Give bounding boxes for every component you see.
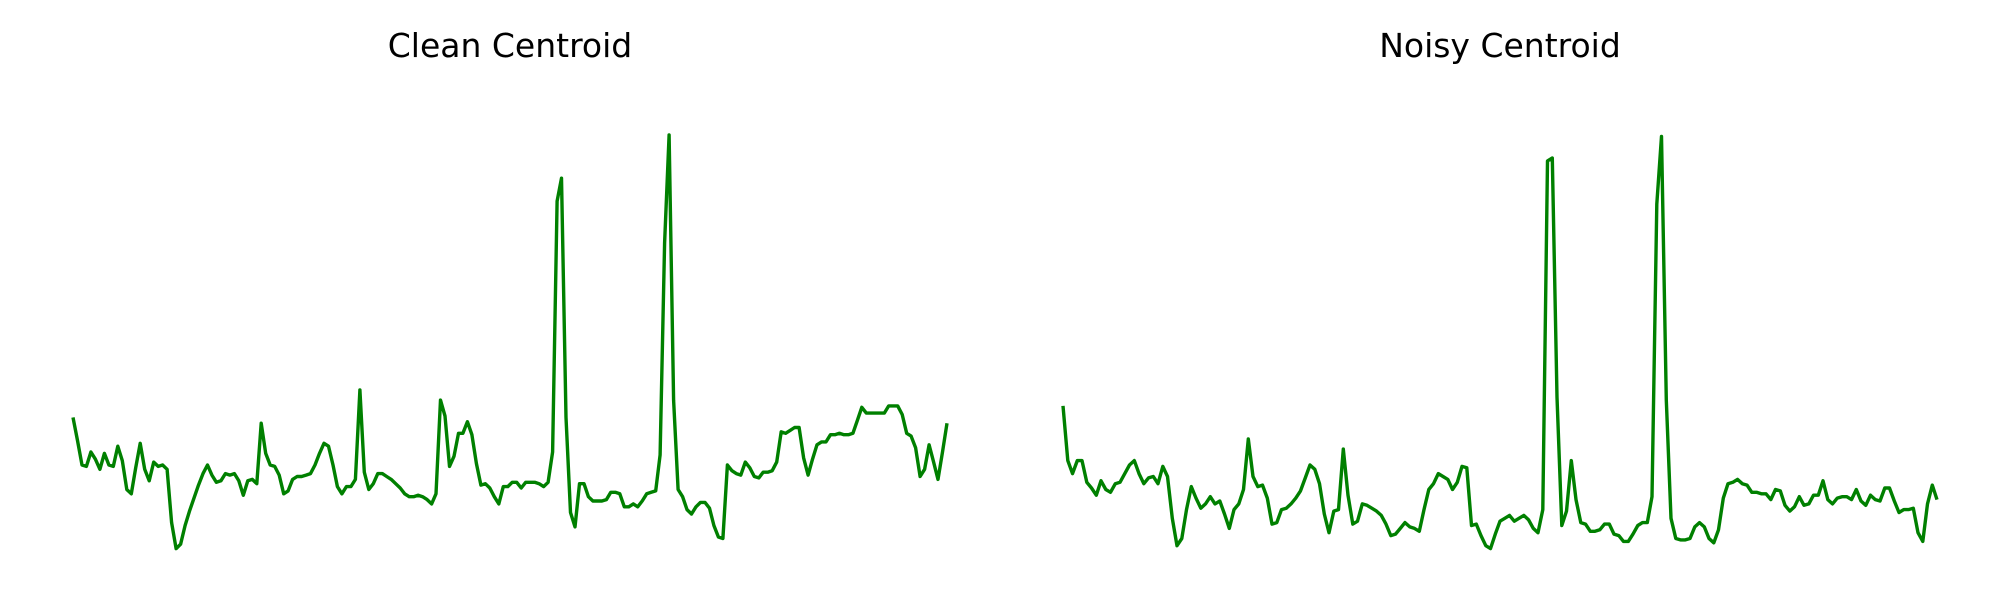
noisy-centroid-line <box>1061 134 1939 551</box>
clean-centroid-panel: Clean Centroid <box>71 26 949 551</box>
noisy-centroid-title: Noisy Centroid <box>1379 26 1621 65</box>
noisy-centroid-panel: Noisy Centroid <box>1061 26 1939 551</box>
clean-centroid-title: Clean Centroid <box>388 26 633 65</box>
clean-centroid-line <box>71 133 949 551</box>
